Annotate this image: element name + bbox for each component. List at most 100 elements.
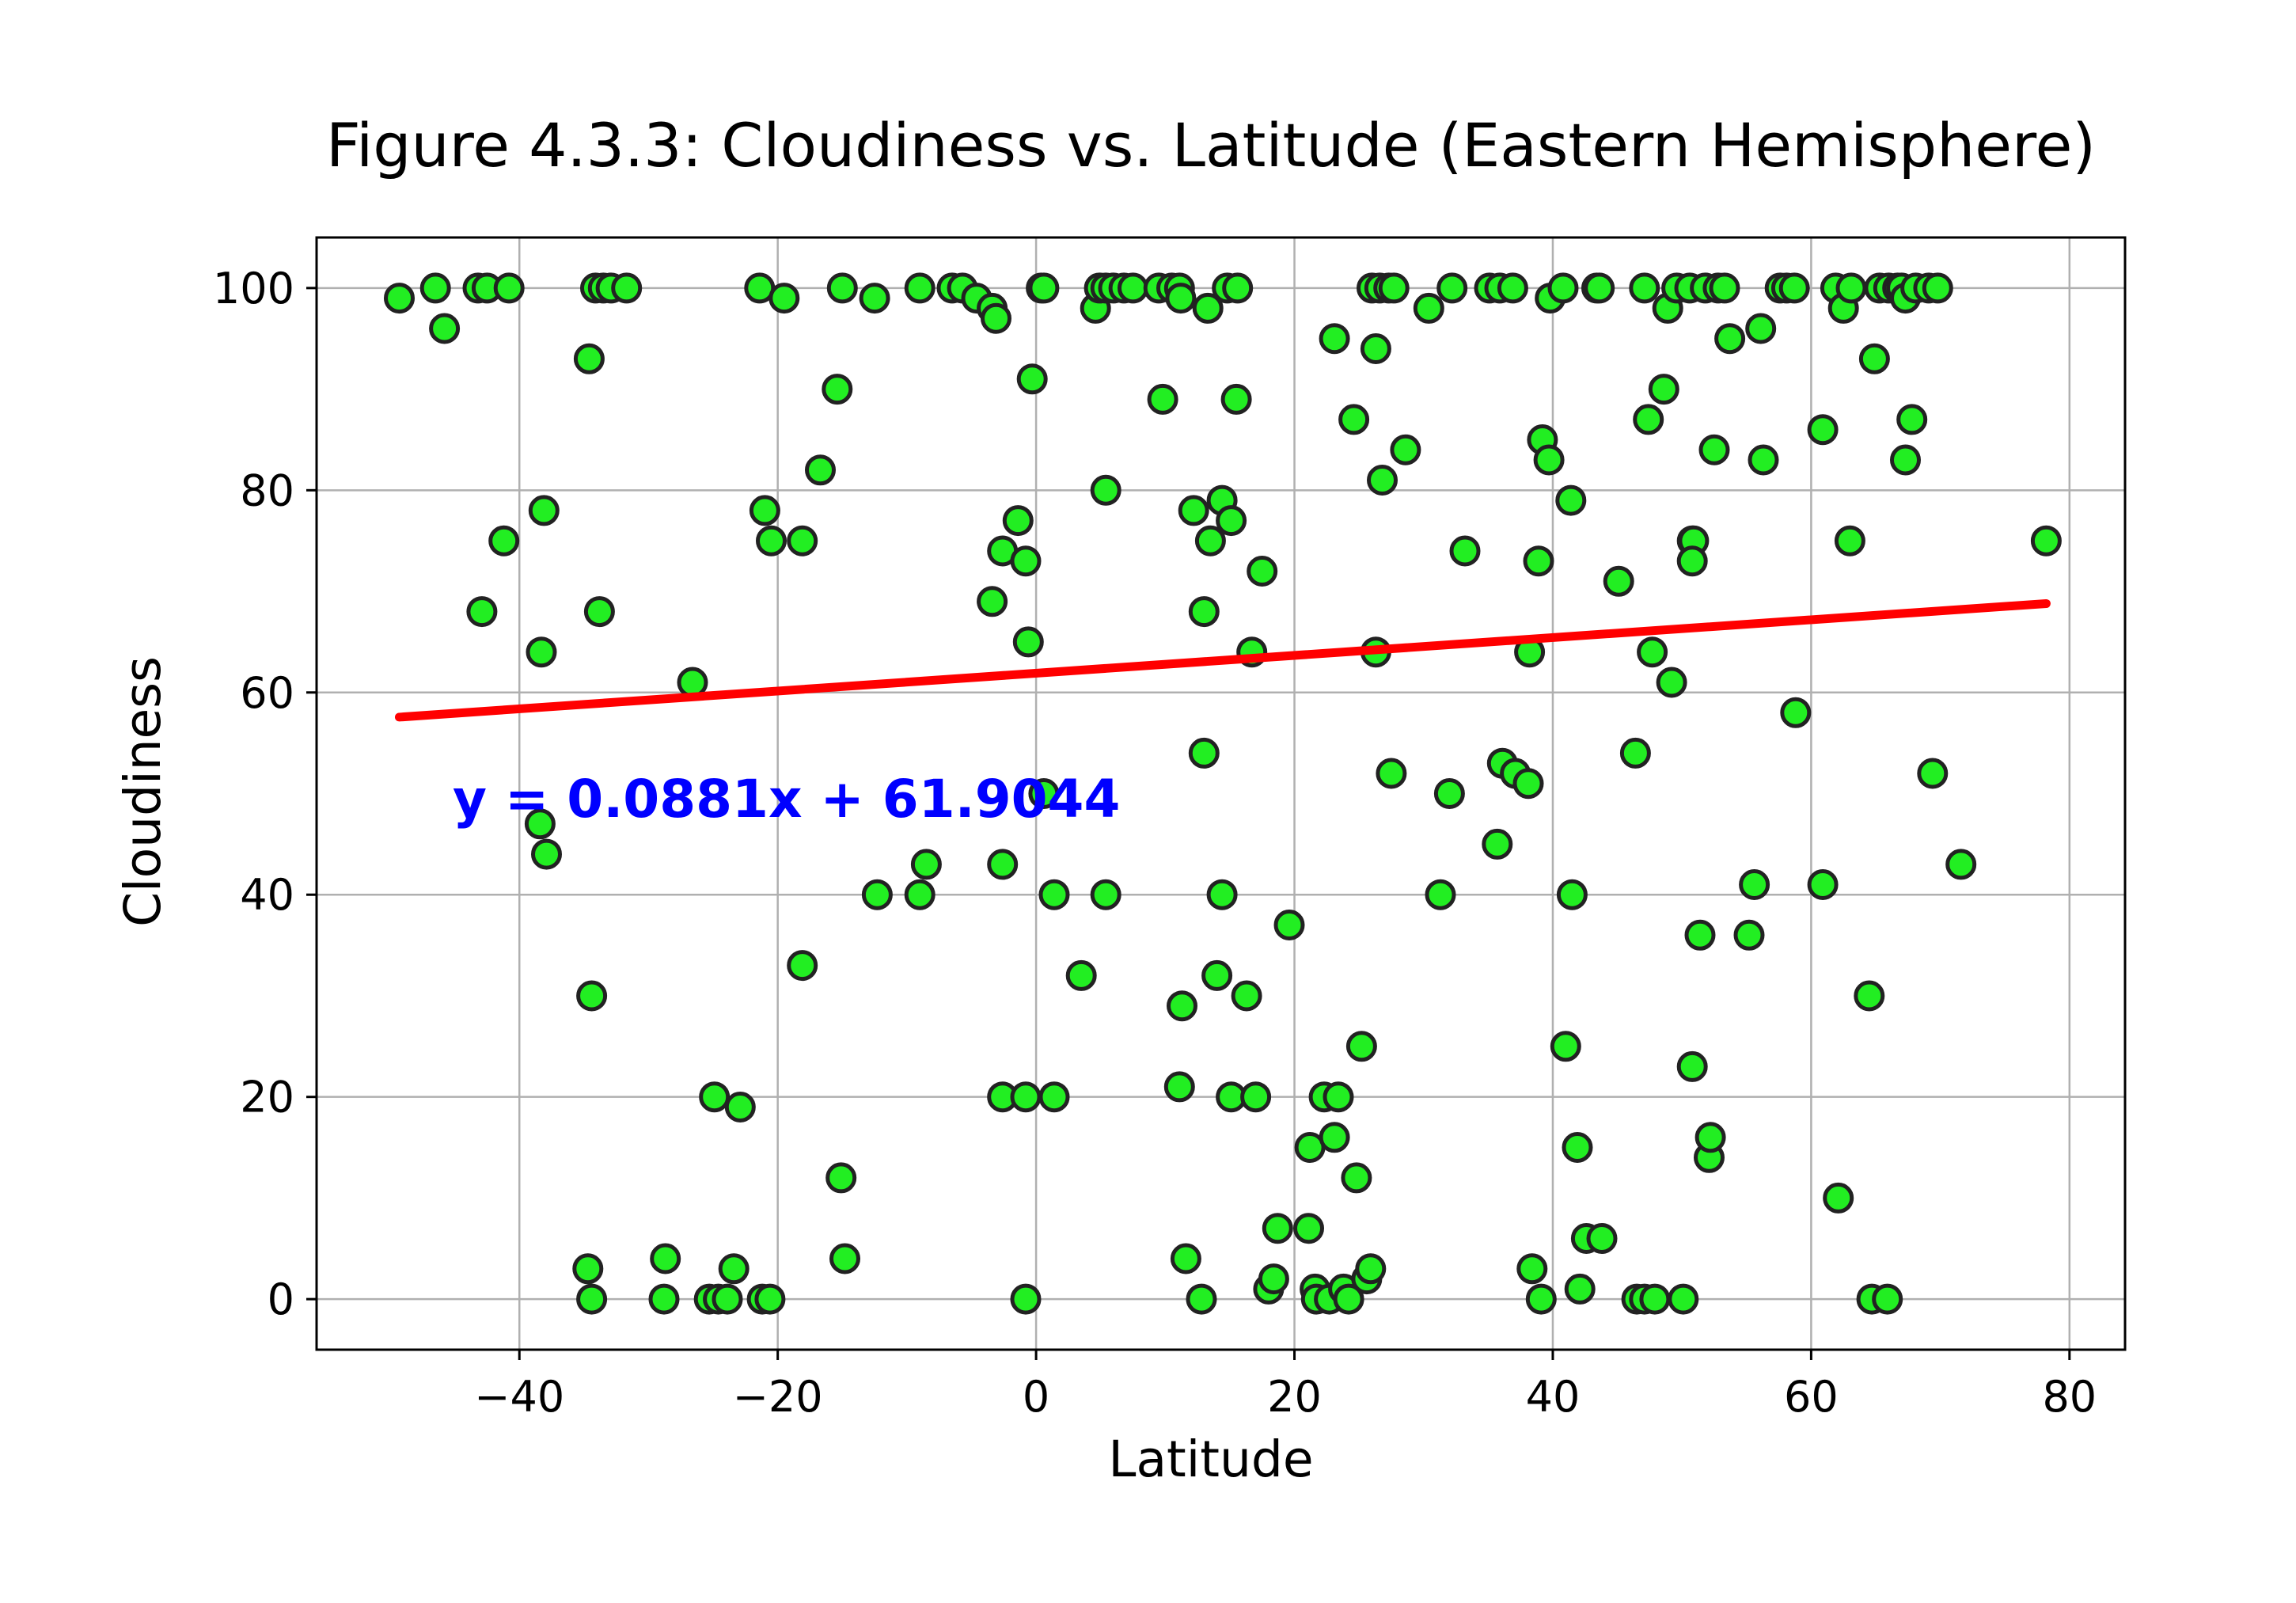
data-points (384, 272, 2062, 1315)
data-point (419, 272, 451, 304)
y-tick-label: 20 (240, 1073, 294, 1122)
data-point (1482, 828, 1513, 860)
data-point (1619, 737, 1651, 769)
data-point (1231, 980, 1262, 1012)
axis-ticks: −40 −20 0 20 40 60 80 0 20 40 60 80 100 (213, 264, 2097, 1422)
data-point (904, 272, 935, 304)
regression-line (394, 598, 2051, 722)
data-point (583, 596, 615, 628)
data-point (1273, 910, 1305, 940)
data-point (1436, 272, 1468, 304)
data-point (1038, 1081, 1070, 1113)
data-point (1028, 778, 1060, 809)
plot-area-frame (315, 236, 2127, 1351)
data-point (861, 879, 893, 910)
data-point (904, 879, 935, 910)
data-point (1010, 1283, 1042, 1315)
data-point (1698, 434, 1730, 465)
data-point (1564, 1273, 1596, 1305)
data-point (699, 1081, 731, 1113)
data-point (981, 302, 1011, 334)
data-point (1240, 1081, 1272, 1113)
data-point (1562, 1132, 1593, 1163)
data-point (1745, 313, 1777, 344)
data-point (1206, 879, 1238, 910)
data-point (1345, 1031, 1377, 1062)
data-point (1247, 556, 1278, 587)
data-point (1378, 272, 1410, 304)
data-point (826, 272, 858, 304)
data-point (825, 1162, 857, 1194)
data-point (1090, 474, 1121, 506)
data-point (1807, 869, 1839, 900)
data-point (1512, 768, 1544, 800)
y-tick-label: 100 (213, 264, 294, 313)
data-point (1629, 272, 1660, 304)
x-tick-label: −40 (474, 1372, 564, 1422)
data-point (1556, 879, 1588, 910)
data-point (1684, 919, 1716, 951)
data-point (1550, 1031, 1581, 1062)
x-tick-label: 80 (2042, 1372, 2097, 1422)
data-point (754, 1283, 786, 1315)
data-point (1333, 1283, 1364, 1315)
data-point (1823, 1182, 1854, 1214)
y-tick-label: 60 (240, 668, 294, 718)
data-point (1012, 626, 1044, 658)
data-point (1523, 545, 1554, 577)
data-point (573, 343, 605, 374)
data-point (1090, 879, 1121, 910)
data-point (1676, 545, 1708, 577)
data-point (1016, 363, 1048, 395)
data-point (1010, 545, 1042, 577)
data-point (531, 838, 562, 870)
y-axis-label: Cloudiness (114, 656, 172, 927)
data-point (724, 1092, 756, 1122)
data-point (977, 586, 1008, 617)
x-tick-label: −20 (733, 1372, 823, 1422)
x-tick-label: 0 (1023, 1372, 1049, 1422)
data-point (1220, 383, 1252, 415)
data-point (1525, 1283, 1557, 1315)
data-point (1714, 323, 1746, 355)
data-point (1360, 333, 1391, 364)
data-point (1780, 697, 1812, 728)
data-point (1555, 484, 1587, 516)
data-point (526, 636, 557, 668)
data-point (768, 283, 800, 314)
data-point (1038, 879, 1070, 910)
data-point (1917, 758, 1949, 789)
data-point (787, 525, 818, 556)
data-point (749, 495, 780, 526)
data-point (524, 808, 556, 840)
data-point (1170, 1243, 1201, 1274)
data-point (1293, 1213, 1324, 1244)
data-point (488, 525, 520, 556)
data-point (611, 272, 643, 304)
data-point (1201, 959, 1233, 991)
data-point (1433, 778, 1465, 809)
data-point (1586, 1223, 1618, 1254)
data-point (1178, 495, 1209, 526)
data-point (2030, 525, 2062, 556)
data-point (1497, 272, 1528, 304)
data-point (1194, 525, 1226, 556)
data-point (572, 1253, 604, 1285)
x-tick-label: 60 (1784, 1372, 1839, 1422)
data-point (1262, 1213, 1293, 1244)
data-point (1668, 1283, 1699, 1315)
data-point (1188, 596, 1220, 628)
data-point (1367, 465, 1398, 496)
data-point (1676, 1050, 1708, 1082)
data-point (1323, 1081, 1354, 1113)
data-point (528, 495, 560, 526)
data-point (1835, 272, 1867, 304)
regression-equation: y = 0.0881x + 61.9044 (453, 769, 1120, 830)
data-point (1694, 1122, 1726, 1153)
data-point (712, 1283, 743, 1315)
x-axis-label: Latitude (1108, 1430, 1313, 1488)
data-point (1258, 1263, 1289, 1295)
data-point (718, 1253, 750, 1285)
data-point (1656, 667, 1687, 698)
data-point (1163, 1071, 1195, 1103)
